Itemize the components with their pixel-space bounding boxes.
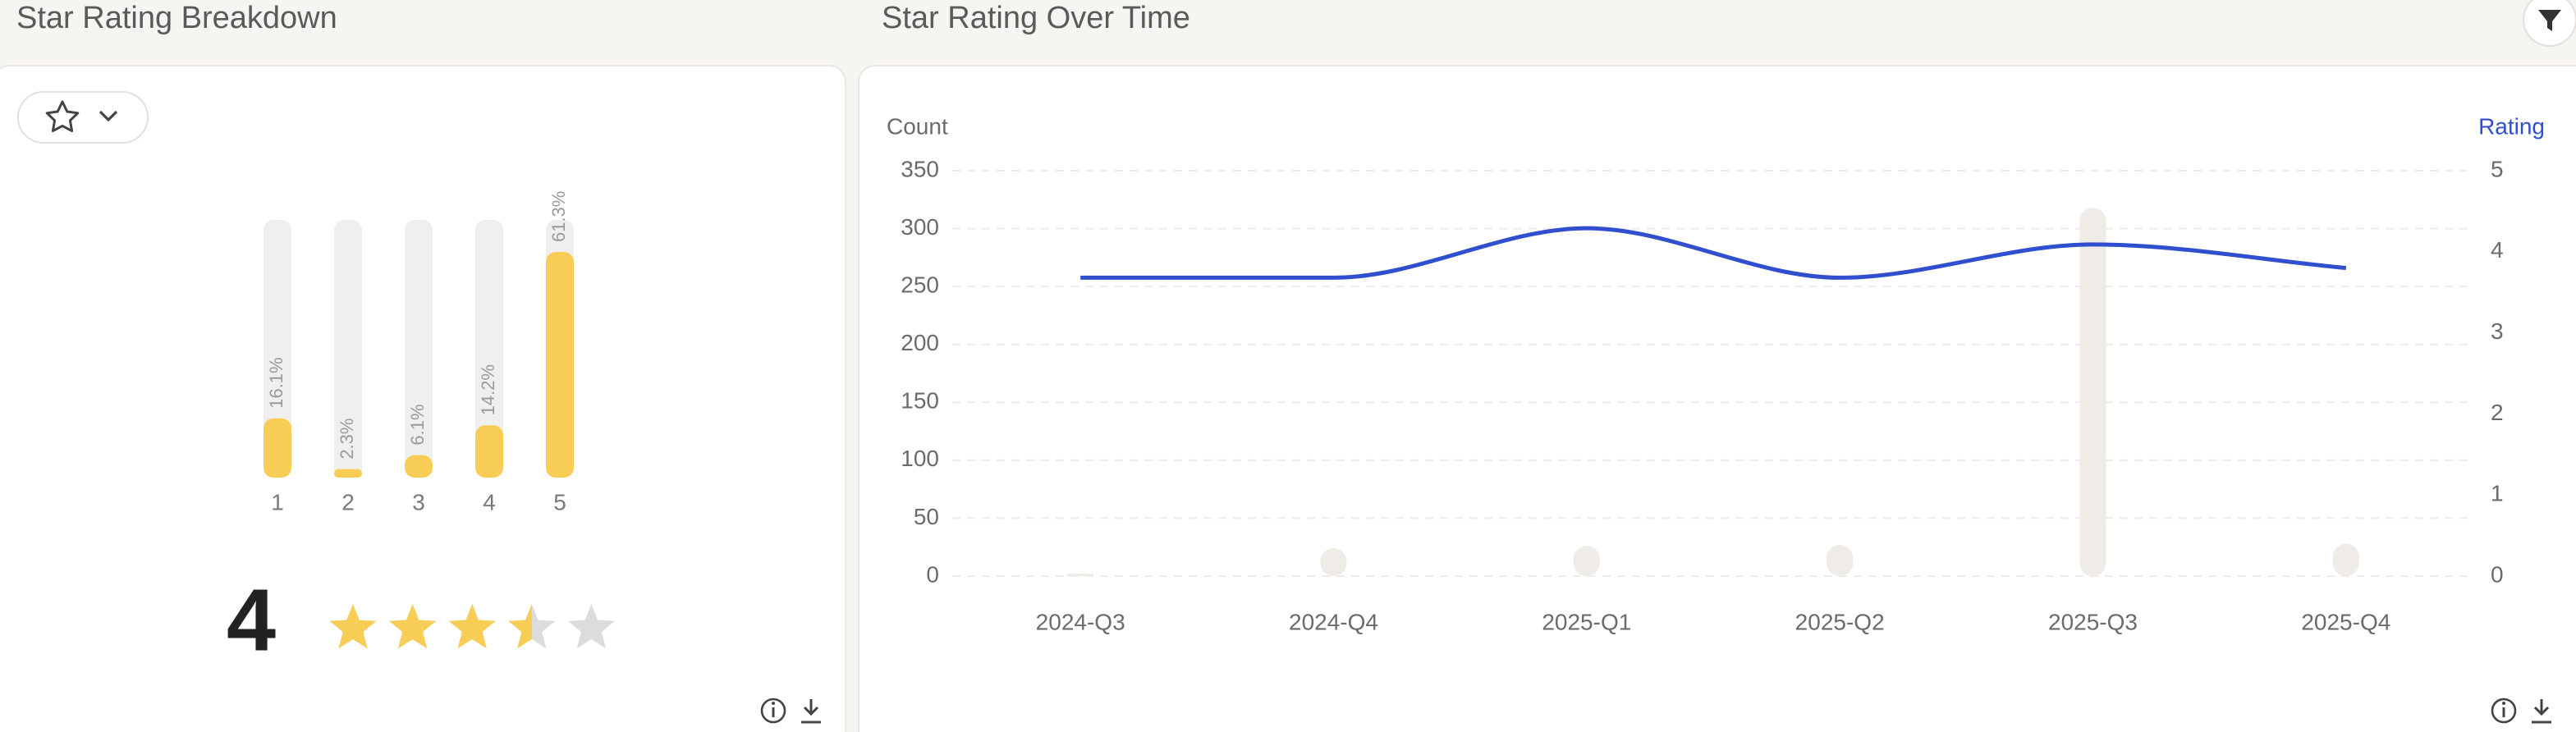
bar-track [334,220,362,478]
y2-tick-label: 4 [2491,237,2504,263]
star-filled [389,604,437,649]
bar [1573,546,1600,576]
bar-track [405,220,433,478]
bar [405,455,433,478]
info-icon[interactable] [760,698,786,724]
star-empty [567,604,615,649]
value-label: 61.3% [548,191,569,242]
value-label: 6.1% [407,404,428,445]
y-tick-label: 250 [901,272,939,298]
x-tick-label: 1 [271,489,284,515]
y-tick-label: 350 [901,156,939,181]
star-filled [508,604,532,649]
y2-tick-label: 0 [2491,561,2504,587]
bar [2332,543,2359,576]
value-label: 14.2% [478,364,498,415]
x-tick-label: 5 [553,489,566,515]
y-tick-label: 50 [914,504,939,529]
value-label: 2.3% [337,419,357,460]
x-tick-label: 2025-Q1 [1542,609,1631,634]
bar [1067,574,1094,576]
x-tick-label: 2024-Q3 [1036,609,1125,634]
y-axis-label: Count [887,113,948,139]
bar-track [264,220,291,478]
y-tick-label: 300 [901,214,939,240]
rating-value: 4 [227,570,276,670]
star-filled [329,604,377,649]
y-tick-label: 200 [901,330,939,355]
bar [1320,548,1347,576]
x-tick-label: 2025-Q4 [2301,609,2390,634]
y2-tick-label: 5 [2491,156,2504,181]
bar [475,425,503,478]
x-tick-label: 2025-Q2 [1795,609,1885,634]
y2-tick-label: 3 [2491,318,2504,344]
bar-track [475,220,503,478]
chart-title: Star Rating Over Time [882,1,1190,35]
bar [1827,544,1854,576]
y-tick-label: 100 [901,446,939,471]
stars-filled [329,604,532,649]
y-tick-label: 150 [901,388,939,414]
value-label: 16.1% [266,357,286,408]
bar [264,418,291,478]
y2-tick-label: 1 [2491,481,2504,506]
x-tick-label: 4 [483,489,496,515]
info-icon[interactable] [2491,698,2517,724]
x-tick-label: 2025-Q3 [2048,609,2138,634]
star-filled [448,604,496,649]
x-tick-label: 2024-Q4 [1289,609,1378,634]
bar [334,469,362,478]
y2-tick-label: 2 [2491,400,2504,425]
y-tick-label: 0 [926,561,939,587]
download-icon[interactable] [2532,699,2551,724]
line [1080,226,2347,280]
chart-title: Star Rating Breakdown [16,1,337,35]
download-icon[interactable] [801,699,821,724]
y2-axis-label: Rating [2478,113,2545,139]
filter-button[interactable] [2523,0,2576,47]
x-tick-label: 3 [412,489,425,515]
rating-dropdown[interactable] [17,91,149,144]
card [858,65,2576,732]
star-empty [508,604,556,649]
bar [546,252,574,478]
x-tick-label: 2 [341,489,355,515]
bar [2079,208,2106,576]
